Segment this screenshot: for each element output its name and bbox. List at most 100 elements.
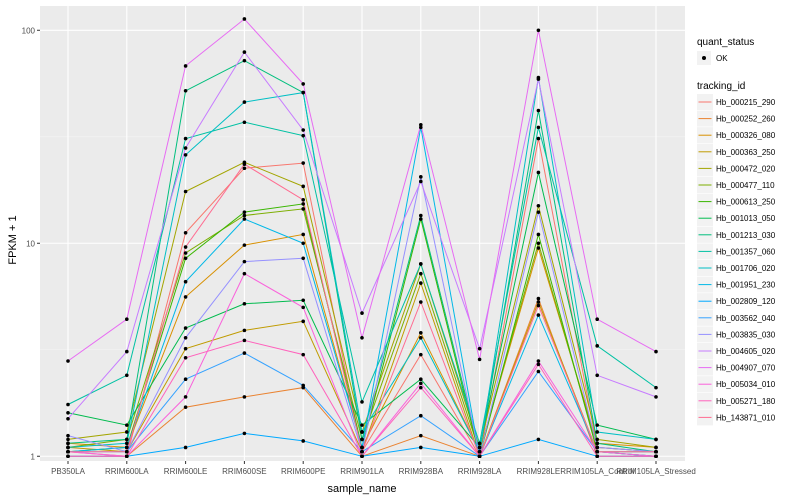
- data-point-Hb_004907_070: [595, 317, 599, 322]
- data-point-Hb_001013_050: [301, 298, 306, 303]
- data-point-Hb_000252_260: [183, 405, 188, 409]
- data-point-Hb_004605_020: [595, 373, 599, 378]
- legend-label: Hb_000215_290: [716, 98, 776, 107]
- data-point-Hb_004605_020: [183, 146, 188, 150]
- data-point-Hb_000215_290: [301, 161, 306, 165]
- data-point-Hb_001213_030: [242, 58, 247, 63]
- legend-label: Hb_000252_260: [716, 115, 776, 124]
- data-point-Hb_003562_040: [419, 413, 423, 418]
- data-point-Hb_004907_070: [419, 122, 423, 127]
- data-point-Hb_001013_050: [477, 445, 482, 450]
- data-point-Hb_000252_260: [536, 296, 541, 301]
- legend-label: Hb_001951_230: [716, 281, 776, 290]
- data-point-Hb_000477_110: [419, 271, 423, 276]
- legend-label: Hb_001706_020: [716, 264, 776, 273]
- data-point-Hb_000472_020: [654, 445, 658, 450]
- data-point-Hb_001706_020: [125, 441, 129, 446]
- data-point-Hb_003835_030: [66, 433, 70, 438]
- data-point-Hb_001013_050: [183, 326, 188, 330]
- data-point-Hb_001706_020: [360, 430, 364, 434]
- data-point-Hb_004907_070: [242, 17, 247, 21]
- data-point-Hb_005271_180: [242, 338, 247, 343]
- data-point-Hb_003835_030: [595, 445, 599, 450]
- data-point-Hb_001706_020: [477, 449, 482, 454]
- legend-label: Hb_143871_010: [716, 413, 776, 422]
- data-point-Hb_143871_010: [125, 449, 129, 454]
- legend-label: Hb_002809_120: [716, 297, 776, 306]
- y-axis-title: FPKM + 1: [7, 215, 19, 264]
- data-point-Hb_001013_050: [242, 301, 247, 306]
- data-point-Hb_004605_020: [654, 395, 658, 399]
- data-point-Hb_000613_250: [242, 210, 247, 214]
- data-point-Hb_001357_060: [654, 385, 658, 390]
- data-point-Hb_004907_070: [125, 317, 129, 322]
- legend-shape-point: [702, 56, 706, 60]
- data-point-Hb_005034_010: [419, 381, 423, 386]
- data-point-Hb_000363_250: [242, 328, 247, 333]
- data-point-Hb_000472_020: [183, 189, 188, 194]
- x-tick-label: RRIM105LA_Stressed: [616, 467, 696, 476]
- data-point-Hb_143871_010: [536, 303, 541, 308]
- data-point-Hb_001013_050: [360, 423, 364, 427]
- legend-label: Hb_000363_250: [716, 148, 776, 157]
- y-tick-label: 10: [26, 239, 35, 248]
- data-point-Hb_000472_020: [66, 437, 70, 442]
- x-tick-label: RRIM600SE: [222, 467, 266, 476]
- data-point-Hb_002809_120: [536, 437, 541, 442]
- data-point-Hb_000215_290: [242, 166, 247, 171]
- data-point-Hb_005271_180: [301, 352, 306, 357]
- legend-label: Hb_001213_030: [716, 231, 776, 240]
- x-tick-label: RRIM928LA: [458, 467, 502, 476]
- legend-color-entries: Hb_000215_290 Hb_000252_260 Hb_000326_080 H…: [697, 94, 776, 426]
- data-point-Hb_005271_180: [419, 385, 423, 390]
- data-point-Hb_004907_070: [654, 349, 658, 354]
- data-point-Hb_143871_010: [654, 449, 658, 454]
- data-point-Hb_000252_260: [242, 395, 247, 399]
- x-tick-label: RRIM600PE: [281, 467, 325, 476]
- data-point-Hb_000613_250: [301, 202, 306, 206]
- data-point-Hb_000363_250: [183, 346, 188, 351]
- data-point-Hb_003835_030: [242, 259, 247, 264]
- data-point-Hb_005271_180: [183, 355, 188, 360]
- data-point-Hb_001951_230: [301, 241, 306, 246]
- data-point-Hb_001013_050: [419, 377, 423, 382]
- data-point-Hb_143871_010: [66, 449, 70, 454]
- legend-label: Hb_000477_110: [716, 181, 775, 190]
- data-point-Hb_004605_020: [536, 77, 541, 81]
- data-point-Hb_001213_030: [125, 437, 129, 442]
- legend: quant_status OK tracking_id Hb_000215_29…: [697, 37, 776, 426]
- data-point-Hb_000472_020: [595, 437, 599, 442]
- data-point-Hb_003835_030: [301, 256, 306, 261]
- data-point-Hb_143871_010: [360, 449, 364, 454]
- data-point-Hb_005271_180: [360, 454, 364, 459]
- legend-label: Hb_003562_040: [716, 314, 776, 323]
- data-point-Hb_000472_020: [125, 430, 129, 434]
- y-tick-label: 100: [22, 26, 36, 35]
- data-point-Hb_000477_110: [242, 213, 247, 218]
- data-point-Hb_001951_230: [242, 217, 247, 221]
- data-point-Hb_001706_020: [183, 153, 188, 157]
- data-point-Hb_003835_030: [419, 175, 423, 179]
- data-point-Hb_000477_110: [301, 207, 306, 211]
- data-point-Hb_004605_020: [477, 346, 482, 351]
- data-point-Hb_001213_030: [183, 88, 188, 93]
- data-point-Hb_000363_250: [536, 300, 541, 304]
- data-point-Hb_001213_030: [419, 213, 423, 218]
- data-point-Hb_005271_180: [66, 454, 70, 459]
- x-axis-title: sample_name: [327, 483, 396, 495]
- data-point-Hb_000613_250: [536, 232, 541, 237]
- data-point-Hb_003835_030: [183, 335, 188, 340]
- data-point-Hb_002809_120: [242, 431, 247, 436]
- data-point-Hb_004907_070: [66, 359, 70, 363]
- data-point-Hb_004907_070: [477, 357, 482, 362]
- data-point-Hb_005034_010: [183, 395, 188, 399]
- data-point-Hb_000326_080: [242, 243, 247, 247]
- data-point-Hb_143871_010: [183, 245, 188, 249]
- data-point-Hb_003562_040: [536, 369, 541, 374]
- data-point-Hb_003562_040: [183, 377, 188, 382]
- legend-shape-entries: OK: [697, 51, 728, 65]
- data-point-Hb_002809_120: [183, 445, 188, 450]
- data-point-Hb_001357_060: [477, 441, 482, 446]
- data-point-Hb_001213_030: [360, 437, 364, 442]
- x-tick-label: RRIM600LA: [105, 467, 149, 476]
